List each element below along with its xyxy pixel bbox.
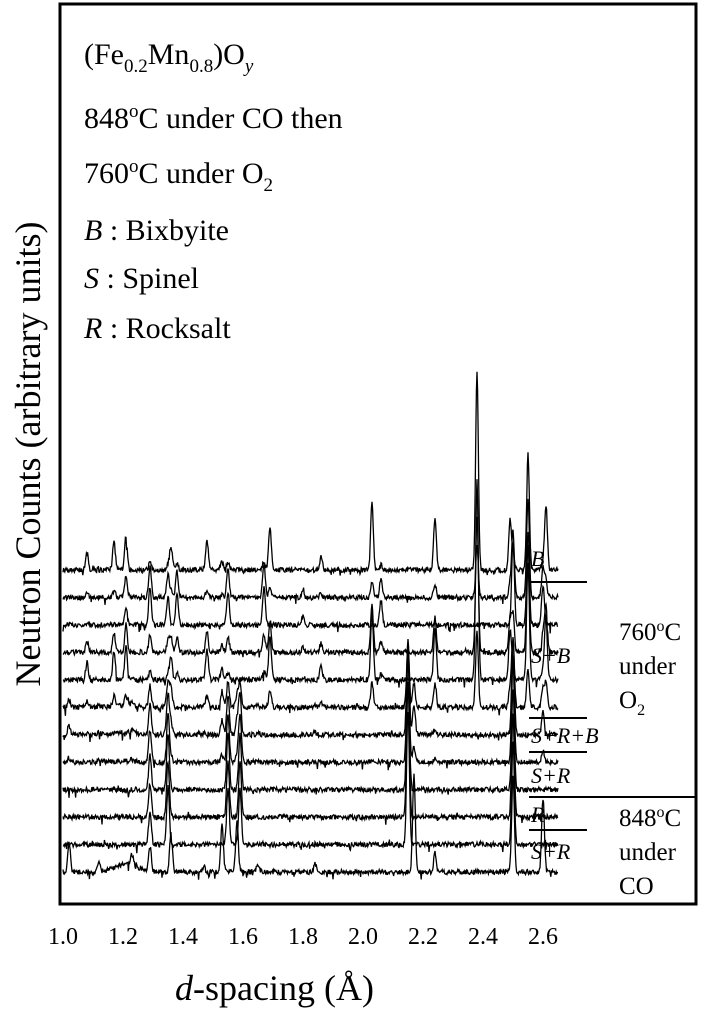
- condition-o2-temp: 760oC: [619, 618, 681, 646]
- x-tick-label: 1.6: [228, 924, 258, 950]
- diffraction-pattern-series: [62, 648, 559, 771]
- x-tick-label: 1.0: [48, 924, 78, 950]
- condition-co-under: under: [619, 839, 677, 866]
- plot-frame: [58, 2, 698, 906]
- diffraction-pattern-series: [62, 681, 559, 825]
- annotation-line1: 848oC under CO then: [84, 101, 343, 135]
- diffraction-pattern-series: [62, 711, 559, 854]
- condition-o2-under: under: [619, 653, 677, 680]
- diffraction-pattern-series: [62, 371, 559, 577]
- phase-label-r: R: [530, 802, 545, 827]
- x-axis: 1.0 1.2 1.4 1.6 1.8 2.0 2.2 2.4 2.6: [48, 924, 558, 950]
- x-tick-label: 1.2: [108, 924, 138, 950]
- x-tick-label: 2.0: [348, 924, 378, 950]
- x-tick-label: 2.4: [468, 924, 498, 950]
- title-formula: (Fe0.2Mn0.8)Oy: [84, 38, 254, 77]
- diffraction-pattern-series: [62, 636, 559, 743]
- x-tick-label: 2.6: [528, 924, 558, 950]
- legend-spinel: S : Spinel: [84, 262, 199, 295]
- series-layer: [62, 371, 559, 880]
- diffraction-pattern-series: [62, 656, 559, 798]
- annotation-line2: 760oC under O2: [84, 156, 273, 196]
- x-tick-label: 2.2: [408, 924, 438, 950]
- diffraction-pattern-series: [62, 773, 558, 880]
- condition-co-gas: CO: [619, 873, 654, 900]
- phase-label-s-r-b: S+R+B: [531, 723, 599, 748]
- diffraction-pattern-series: [62, 531, 559, 634]
- diffraction-pattern-series: [62, 498, 559, 605]
- diffraction-pattern-series: [62, 630, 559, 716]
- legend-rocksalt: R : Rocksalt: [83, 312, 231, 345]
- condition-o2-gas: O2: [619, 687, 645, 719]
- phase-label-s-b: S+B: [531, 643, 570, 668]
- legend-bixbyite: B : Bixbyite: [84, 214, 229, 247]
- x-tick-label: 1.4: [168, 924, 198, 950]
- y-axis-title: Neutron Counts (arbitrary units): [8, 222, 48, 687]
- phase-label-b: B: [531, 546, 544, 571]
- x-tick-label: 1.8: [288, 924, 318, 950]
- phase-label-s-r: S+R: [531, 763, 571, 788]
- x-axis-title: d-spacing (Å): [175, 968, 374, 1008]
- condition-co-temp: 848oC: [619, 804, 681, 832]
- phase-label-s-r-2: S+R: [531, 839, 571, 864]
